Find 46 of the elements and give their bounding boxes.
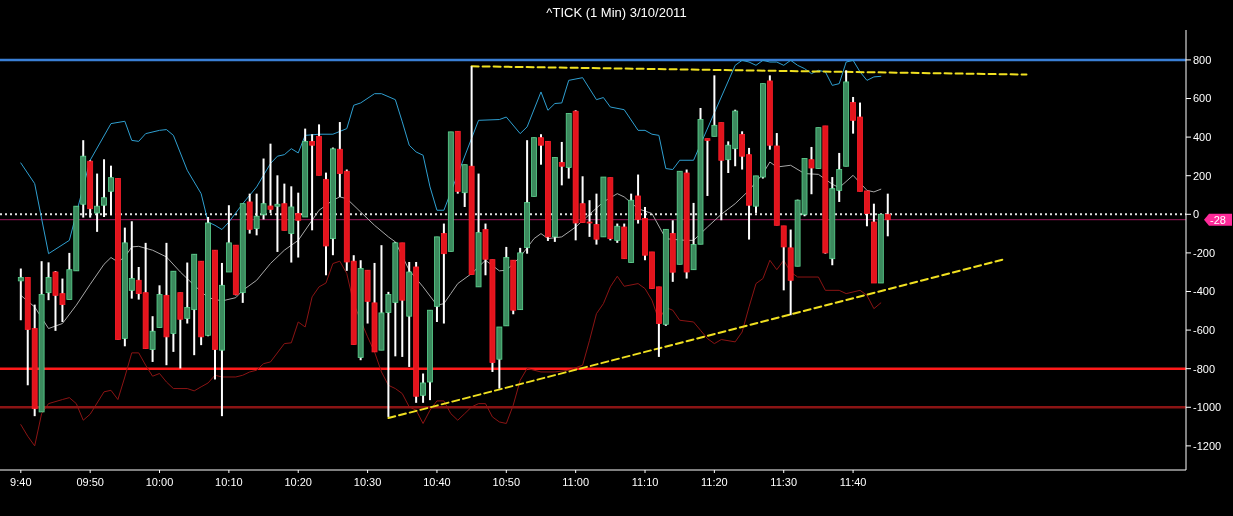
line-series bbox=[20, 59, 882, 255]
x-tick-label: 11:40 bbox=[839, 476, 867, 488]
candlestick bbox=[808, 145, 815, 196]
candlestick bbox=[593, 192, 600, 246]
y-tick-label: -1000 bbox=[1193, 401, 1222, 414]
ref-line-label: -28 bbox=[1210, 213, 1226, 226]
candlestick bbox=[614, 222, 621, 244]
candlestick bbox=[149, 315, 156, 363]
x-tick-label: 10:40 bbox=[423, 476, 451, 488]
candlestick bbox=[884, 192, 891, 238]
candlestick bbox=[108, 164, 114, 217]
x-tick-label: 9:40 bbox=[10, 476, 32, 488]
x-tick-label: 10:20 bbox=[284, 476, 312, 488]
candlestick bbox=[558, 140, 565, 187]
candlestick bbox=[94, 172, 100, 233]
candlestick bbox=[101, 158, 107, 218]
x-tick-label: 10:50 bbox=[492, 476, 521, 488]
candlestick bbox=[267, 142, 274, 214]
y-tick-label: -1200 bbox=[1193, 439, 1222, 452]
y-tick-label: 800 bbox=[1193, 53, 1212, 66]
x-tick-label: 11:10 bbox=[631, 476, 659, 488]
y-tick-label: 0 bbox=[1193, 208, 1200, 221]
candlestick bbox=[17, 267, 24, 322]
x-tick-label: 11:30 bbox=[770, 476, 798, 488]
candlestick bbox=[711, 74, 718, 138]
x-tick-label: 10:30 bbox=[353, 476, 382, 488]
candlestick bbox=[274, 174, 281, 253]
candlestick bbox=[295, 191, 302, 259]
y-tick-label: -800 bbox=[1193, 362, 1216, 375]
x-tick-label: 11:00 bbox=[562, 476, 590, 488]
candlestick bbox=[253, 192, 260, 237]
candlestick bbox=[440, 222, 447, 325]
x-tick-label: 10:00 bbox=[145, 476, 174, 488]
x-tick-label: 10:10 bbox=[215, 476, 243, 488]
x-tick-label: 09:50 bbox=[76, 476, 104, 488]
x-tick-label: 11:20 bbox=[701, 476, 728, 488]
y-tick-label: 600 bbox=[1193, 92, 1212, 105]
y-tick-label: -400 bbox=[1193, 285, 1216, 298]
y-tick-label: -600 bbox=[1193, 323, 1216, 336]
candlestick bbox=[260, 157, 267, 221]
chart-title: ^TICK (1 Min) 3/10/2011 bbox=[546, 5, 687, 20]
y-tick-label: 400 bbox=[1193, 130, 1212, 143]
candlestick bbox=[704, 137, 711, 197]
candlestick bbox=[45, 261, 52, 302]
y-tick-label: 200 bbox=[1193, 169, 1212, 182]
y-tick-label: -200 bbox=[1193, 246, 1216, 259]
